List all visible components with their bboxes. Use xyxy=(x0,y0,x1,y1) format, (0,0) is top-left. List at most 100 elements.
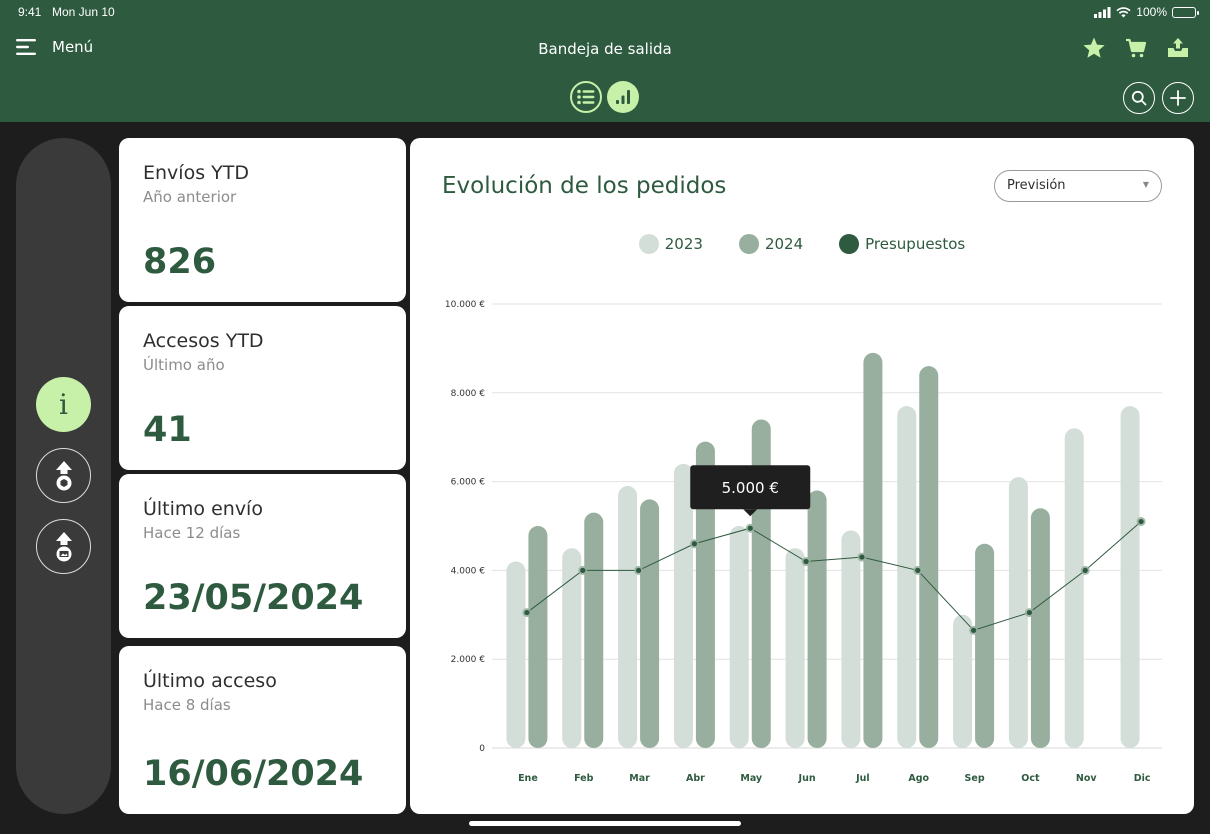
y-tick-label: 10.000 € xyxy=(445,300,485,310)
budget-point xyxy=(1026,609,1033,616)
card-value: 41 xyxy=(143,410,192,450)
budget-point xyxy=(859,554,865,560)
cart-icon xyxy=(1126,38,1147,58)
info-button[interactable]: i xyxy=(36,377,91,432)
y-tick-label: 4.000 € xyxy=(451,566,486,576)
card-ultimo-acceso[interactable]: Último acceso Hace 8 días 16/06/2024 xyxy=(119,646,406,814)
page-title: Bandeja de salida xyxy=(538,40,672,58)
x-tick-label: Ago xyxy=(908,773,929,784)
list-view-button[interactable] xyxy=(570,81,602,113)
x-tick-label: Mar xyxy=(629,773,650,784)
forecast-select-value: Previsión xyxy=(1007,178,1066,193)
budget-point xyxy=(524,609,530,616)
y-tick-label: 8.000 € xyxy=(451,389,486,399)
card-envios-ytd[interactable]: Envíos YTD Año anterior 826 xyxy=(119,138,406,302)
app-header: 9:41 Mon Jun 10 100% Menú Bandeja de sal… xyxy=(0,0,1210,122)
bar-2024 xyxy=(919,366,939,748)
budget-point xyxy=(1082,567,1088,573)
bar-2023 xyxy=(1008,477,1028,748)
bar-2024 xyxy=(807,490,827,748)
y-tick-label: 0 xyxy=(479,744,485,754)
bar-2023 xyxy=(1120,406,1140,748)
bar-2024 xyxy=(528,526,548,748)
bar-2024 xyxy=(695,441,715,748)
home-indicator xyxy=(469,821,741,826)
plus-icon xyxy=(1170,90,1186,106)
legend-label: 2024 xyxy=(764,235,804,253)
bar-2023 xyxy=(841,530,861,748)
budget-point xyxy=(970,627,977,633)
chart-view-button[interactable] xyxy=(607,81,639,113)
budget-line xyxy=(526,521,1142,631)
card-subtitle: Último año xyxy=(143,356,225,374)
legend-label: Presupuestos xyxy=(865,235,966,253)
bar-chart-icon xyxy=(616,90,630,104)
card-value: 826 xyxy=(143,242,217,282)
list-icon xyxy=(577,89,595,105)
card-ultimo-envio[interactable]: Último envío Hace 12 días 23/05/2024 xyxy=(119,474,406,638)
info-icon: i xyxy=(59,388,68,421)
bar-2023 xyxy=(897,406,917,748)
search-button[interactable] xyxy=(1123,82,1155,114)
outbox-button[interactable] xyxy=(1166,36,1190,60)
chart-legend: 2023 2024 Presupuestos xyxy=(410,234,1194,254)
view-toggle xyxy=(570,81,639,113)
x-tick-label: Oct xyxy=(1021,773,1040,784)
bar-2023 xyxy=(1064,428,1084,748)
dropdown-arrow-icon: ▼ xyxy=(1142,180,1149,189)
card-title: Envíos YTD xyxy=(143,162,249,184)
upload-image-button[interactable] xyxy=(36,519,91,574)
x-tick-label: Dic xyxy=(1134,773,1151,784)
card-value: 16/06/2024 xyxy=(143,754,364,794)
wifi-icon xyxy=(1116,6,1131,17)
orders-chart: 0 2.000 € 4.000 € 6.000 € 8.000 € 10.000 € Ene… xyxy=(445,300,1162,784)
card-title: Último envío xyxy=(143,498,263,520)
search-icon xyxy=(1131,90,1147,106)
budget-point xyxy=(747,525,753,531)
outbox-upload-icon xyxy=(1168,38,1188,57)
bar-2024 xyxy=(584,512,604,748)
tooltip-label: 5.000 € xyxy=(722,479,779,497)
forecast-select[interactable]: Previsión ▼ xyxy=(994,170,1162,202)
budget-point xyxy=(580,567,586,573)
signal-icon xyxy=(1094,6,1111,18)
status-date: Mon Jun 10 xyxy=(52,5,115,19)
card-title: Accesos YTD xyxy=(143,330,264,352)
x-tick-label: Ene xyxy=(518,773,538,784)
upload-package-icon xyxy=(55,460,72,490)
budget-point xyxy=(691,541,698,547)
card-accesos-ytd[interactable]: Accesos YTD Último año 41 xyxy=(119,306,406,470)
hamburger-icon xyxy=(16,39,36,55)
legend-item-2024: 2024 xyxy=(738,234,804,254)
card-value: 23/05/2024 xyxy=(143,578,364,618)
upload-image-icon xyxy=(55,531,72,561)
x-tick-label: Feb xyxy=(574,773,594,784)
budget-point xyxy=(915,567,921,573)
bar-2024 xyxy=(975,543,995,748)
bar-2023 xyxy=(953,614,973,748)
bar-2023 xyxy=(618,486,638,748)
budget-point xyxy=(1138,518,1144,525)
budget-point xyxy=(803,558,809,565)
chart-title: Evolución de los pedidos xyxy=(442,173,727,199)
orders-chart-panel: Evolución de los pedidos Previsión ▼ 202… xyxy=(410,138,1194,814)
status-time: 9:41 xyxy=(18,5,42,19)
legend-item-2023: 2023 xyxy=(638,234,703,254)
cart-button[interactable] xyxy=(1124,36,1148,60)
menu-button[interactable]: Menú xyxy=(16,38,93,56)
tooltip-box xyxy=(690,465,811,510)
x-tick-label: May xyxy=(740,773,763,784)
card-title: Último acceso xyxy=(143,670,277,692)
card-subtitle: Hace 12 días xyxy=(143,524,241,542)
y-tick-label: 6.000 € xyxy=(451,478,486,488)
upload-package-button[interactable] xyxy=(36,448,91,503)
x-tick-label: Nov xyxy=(1076,773,1097,784)
status-bar: 9:41 Mon Jun 10 100% xyxy=(18,5,1199,21)
bar-2023 xyxy=(562,548,582,748)
budget-point xyxy=(635,567,642,573)
card-subtitle: Hace 8 días xyxy=(143,696,231,714)
add-button[interactable] xyxy=(1162,82,1194,114)
bar-2023 xyxy=(673,463,693,748)
favorites-button[interactable] xyxy=(1082,36,1106,60)
x-tick-label: Sep xyxy=(965,773,985,784)
